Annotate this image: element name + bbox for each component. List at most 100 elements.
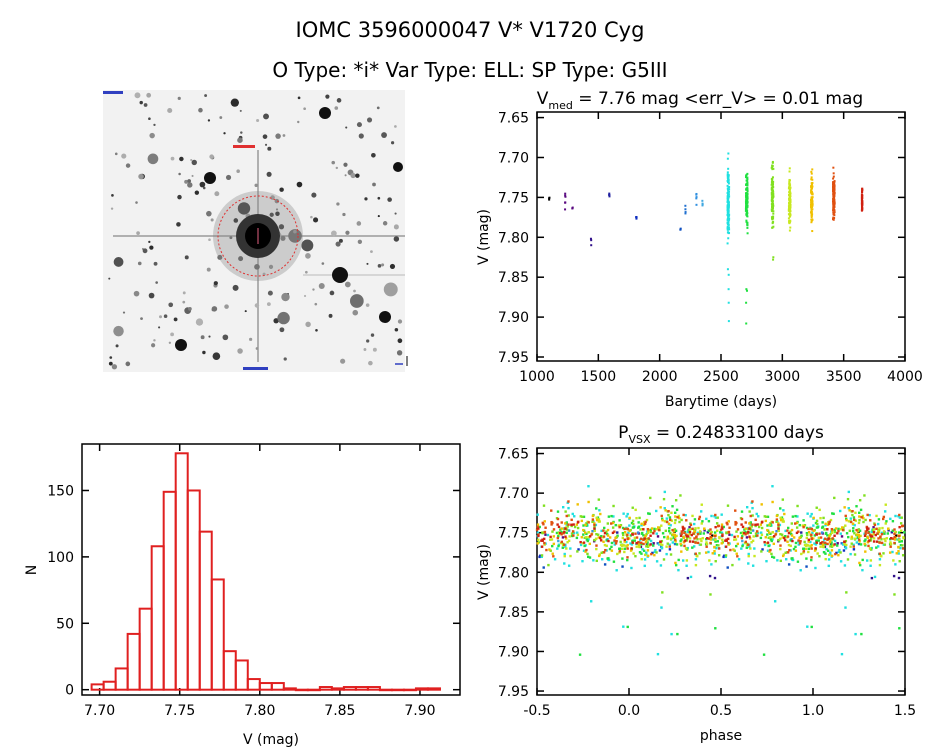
- data-point: [727, 198, 730, 201]
- star: [296, 181, 303, 188]
- data-point: [746, 179, 749, 182]
- data-point: [861, 568, 864, 572]
- star: [249, 337, 253, 341]
- data-point: [771, 191, 774, 194]
- histogram-bar: [198, 530, 213, 691]
- data-point: [541, 531, 545, 535]
- data-point: [543, 541, 546, 545]
- data-point: [783, 539, 787, 542]
- data-point: [715, 546, 718, 550]
- data-point: [745, 174, 748, 177]
- data-point: [693, 537, 696, 540]
- star: [356, 122, 362, 128]
- data-point: [770, 178, 773, 181]
- data-point: [825, 531, 828, 535]
- data-point: [766, 541, 770, 544]
- data-point: [749, 528, 753, 531]
- data-point: [660, 517, 664, 520]
- data-point: [644, 540, 648, 544]
- data-point: [638, 551, 642, 554]
- data-point: [771, 555, 774, 559]
- data-point: [713, 552, 716, 555]
- data-point: [587, 500, 590, 504]
- data-point: [685, 519, 688, 522]
- data-point: [714, 538, 717, 541]
- data-point: [674, 499, 678, 502]
- data-point: [797, 530, 800, 533]
- data-point: [536, 542, 539, 545]
- data-point: [827, 558, 831, 561]
- data-point: [779, 518, 783, 522]
- data-point: [727, 226, 730, 229]
- bright-star: [393, 162, 403, 172]
- data-point: [617, 524, 620, 527]
- data-point: [656, 542, 659, 545]
- star: [334, 106, 339, 110]
- data-point: [659, 564, 663, 567]
- histogram-bar: [354, 686, 369, 691]
- data-point: [811, 213, 814, 216]
- data-point: [611, 531, 615, 535]
- histogram-bar: [90, 683, 105, 691]
- data-point: [616, 531, 619, 534]
- data-point: [846, 497, 850, 501]
- data-point: [674, 538, 677, 541]
- star: [397, 319, 403, 324]
- data-point: [790, 522, 794, 525]
- data-point: [897, 576, 901, 580]
- data-point: [769, 536, 772, 539]
- data-point: [673, 511, 677, 515]
- data-point: [573, 515, 576, 518]
- data-point: [748, 527, 751, 530]
- data-point: [700, 503, 703, 506]
- data-point: [695, 536, 698, 539]
- y-tick-label: 50: [56, 616, 74, 632]
- data-point: [746, 204, 749, 207]
- data-point: [860, 200, 863, 203]
- data-point: [614, 523, 617, 527]
- data-point: [571, 512, 574, 516]
- data-point: [703, 527, 706, 530]
- star: [113, 325, 124, 337]
- data-point: [699, 510, 703, 513]
- star: [279, 327, 285, 333]
- data-point: [715, 529, 719, 532]
- star: [381, 132, 387, 138]
- data-point: [837, 527, 840, 531]
- star: [206, 267, 211, 272]
- star: [352, 309, 359, 316]
- data-point: [864, 544, 867, 547]
- data-point: [781, 498, 785, 501]
- data-point: [886, 532, 890, 535]
- histogram-bar: [402, 688, 417, 692]
- data-point: [726, 171, 729, 174]
- data-point: [769, 548, 772, 552]
- data-point: [599, 536, 602, 540]
- data-point: [839, 532, 842, 535]
- data-point: [877, 518, 881, 521]
- data-point: [639, 545, 643, 549]
- data-point: [686, 530, 689, 534]
- data-point: [665, 552, 668, 556]
- histogram-bar: [114, 667, 129, 691]
- data-point: [779, 533, 782, 536]
- data-point: [602, 535, 606, 538]
- x-tick-label: 7.85: [324, 703, 355, 719]
- data-point: [613, 543, 616, 546]
- data-point: [887, 527, 890, 530]
- histogram-bar: [270, 682, 285, 691]
- data-point: [815, 526, 819, 529]
- data-point: [784, 529, 787, 533]
- data-point: [746, 226, 749, 229]
- data-point: [718, 536, 721, 539]
- data-point: [612, 504, 615, 508]
- star: [187, 182, 193, 188]
- star: [275, 133, 281, 139]
- star: [349, 294, 364, 308]
- data-point: [572, 523, 575, 526]
- data-point: [792, 547, 796, 551]
- data-point: [579, 515, 582, 518]
- data-point: [772, 189, 775, 192]
- data-point: [744, 521, 747, 524]
- data-point: [800, 531, 803, 534]
